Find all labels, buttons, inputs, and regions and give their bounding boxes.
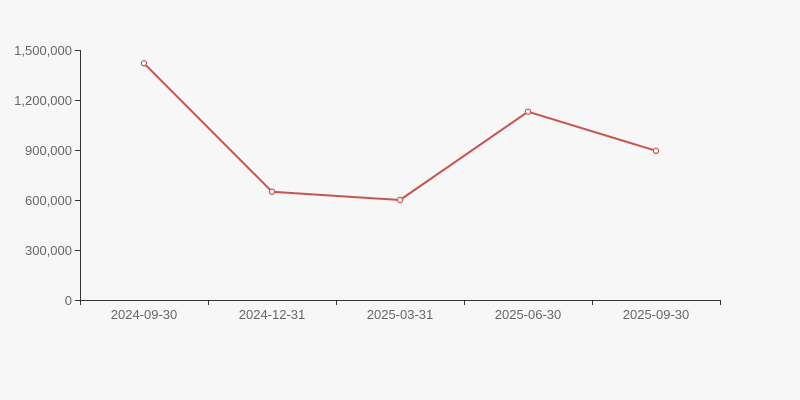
y-axis-label: 0: [65, 293, 72, 308]
data-point-marker[interactable]: [396, 196, 404, 204]
x-axis-label: 2025-03-31: [367, 307, 434, 322]
data-point-marker[interactable]: [268, 188, 276, 195]
data-point-marker[interactable]: [652, 147, 660, 154]
y-axis-label: 900,000: [25, 143, 72, 158]
series-line: [143, 62, 657, 201]
data-point-marker[interactable]: [524, 108, 532, 115]
y-axis-label: 300,000: [25, 243, 72, 258]
x-axis-label: 2025-06-30: [495, 307, 562, 322]
x-axis-label: 2024-09-30: [111, 307, 178, 322]
y-axis-label: 600,000: [25, 193, 72, 208]
y-axis-label: 1,200,000: [14, 93, 72, 108]
x-axis-label: 2024-12-31: [239, 307, 306, 322]
x-axis-label: 2025-09-30: [623, 307, 690, 322]
y-axis-label: 1,500,000: [14, 43, 72, 58]
data-point-marker[interactable]: [140, 60, 148, 67]
